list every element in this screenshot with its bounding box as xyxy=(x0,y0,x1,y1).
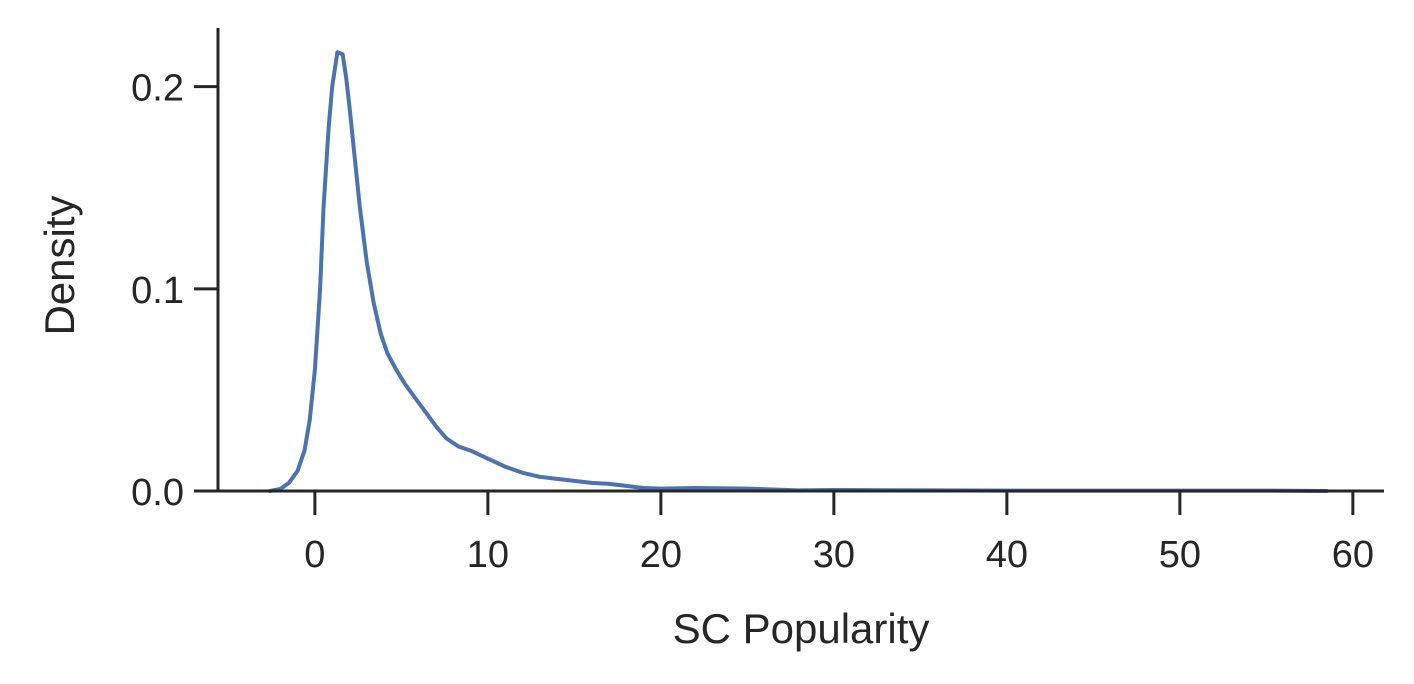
y-axis-ticks: 0.0 0.1 0.2 xyxy=(131,68,218,514)
x-tick-label: 50 xyxy=(1159,534,1201,576)
y-axis-label: Density xyxy=(36,195,83,335)
y-tick-label: 0.1 xyxy=(131,270,184,312)
x-tick-label: 10 xyxy=(467,534,509,576)
x-tick-label: 0 xyxy=(304,534,325,576)
density-curve xyxy=(267,50,1329,493)
x-tick-label: 60 xyxy=(1332,534,1374,576)
y-tick-label: 0.0 xyxy=(131,472,184,514)
x-axis-ticks: 0 10 20 30 40 50 60 xyxy=(304,491,1374,576)
x-tick-label: 20 xyxy=(640,534,682,576)
series-layer xyxy=(267,50,1329,493)
x-tick-label: 30 xyxy=(813,534,855,576)
x-tick-label: 40 xyxy=(986,534,1028,576)
x-axis-label: SC Popularity xyxy=(673,605,930,652)
y-tick-label: 0.2 xyxy=(131,68,184,110)
